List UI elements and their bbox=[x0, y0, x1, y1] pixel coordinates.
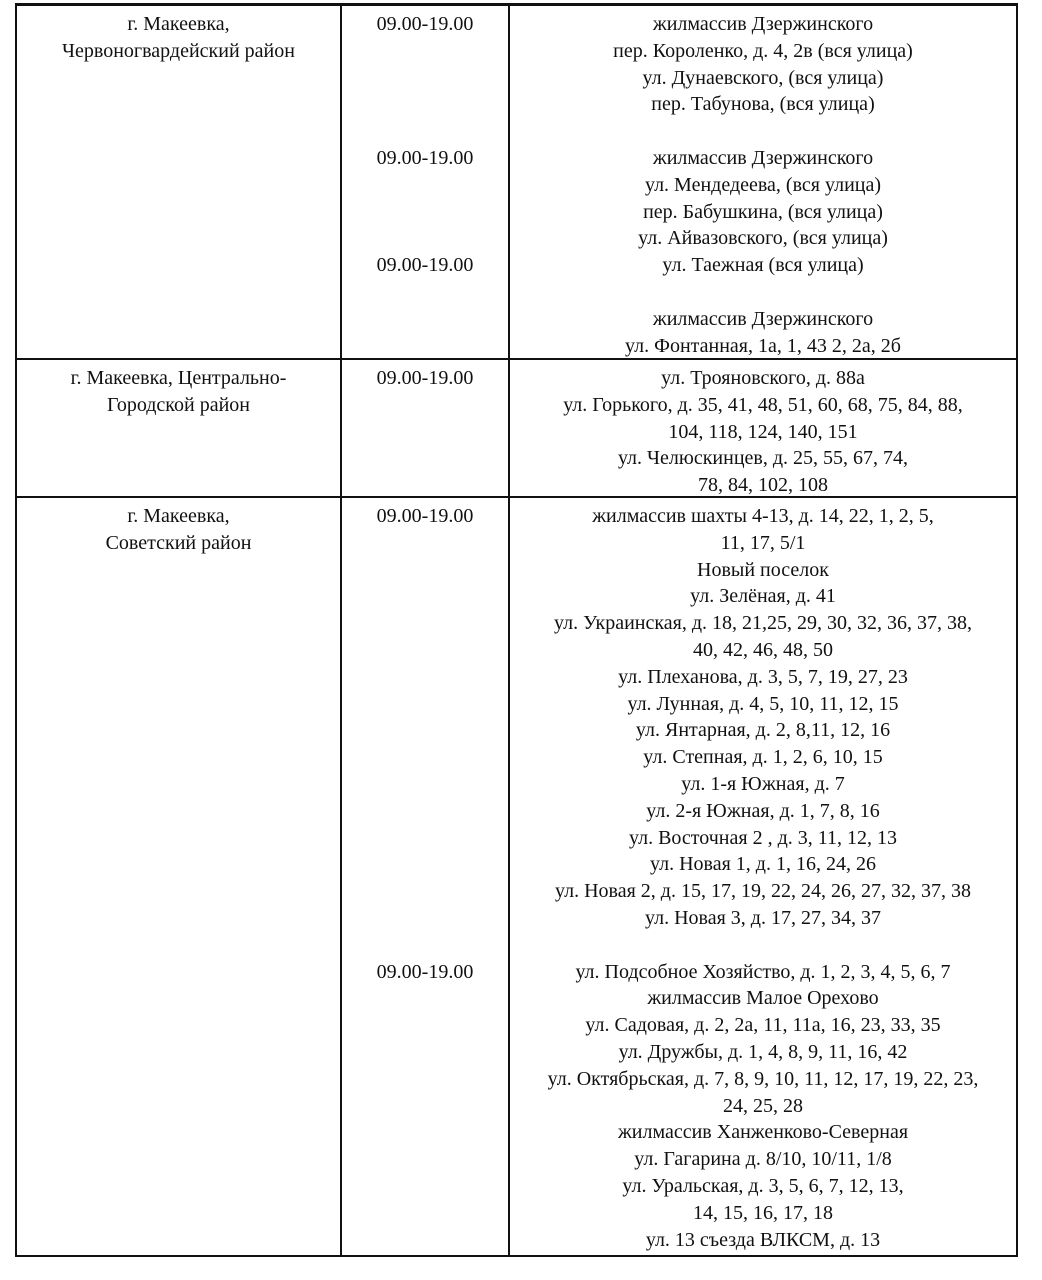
table-row: г. Макеевка, Червоногвардейский район 09.0… bbox=[17, 6, 1016, 360]
address-line bbox=[510, 932, 1016, 959]
address-line: 104, 118, 124, 140, 151 bbox=[668, 420, 858, 443]
time-range bbox=[342, 530, 508, 557]
address-line: ул. Дунаевского, (вся улица) bbox=[642, 66, 884, 89]
time-range bbox=[342, 610, 508, 637]
time-range bbox=[342, 798, 508, 825]
address-line: ул. Новая 3, д. 17, 27, 34, 37 bbox=[645, 906, 881, 929]
address-line: ул. Фонтанная, 1а, 1, 43 2, 2а, 2б bbox=[625, 334, 901, 357]
district-cell: г. Макеевка, Центрально- Городской район bbox=[17, 360, 342, 496]
address-line: жилмассив Дзержинского bbox=[652, 13, 874, 35]
district-name: г. Макеевка, bbox=[127, 13, 230, 35]
address-line: ул. Новая 1, д. 1, 16, 24, 26 bbox=[650, 853, 876, 876]
address-line: ул. Янтарная, д. 2, 8,11, 12, 16 bbox=[635, 719, 891, 742]
time-range bbox=[342, 825, 508, 852]
address-line: жилмассив шахты 4-13, д. 14, 22, 1, 2, 5… bbox=[592, 505, 934, 527]
address-line: ул. Уральская, д. 3, 5, 6, 7, 12, 13, bbox=[622, 1174, 904, 1197]
address-line: ул. Садовая, д. 2, 2а, 11, 11а, 16, 23, … bbox=[585, 1014, 941, 1037]
address-line: ул. 1-я Южная, д. 7 bbox=[681, 772, 845, 795]
address-line: ул. Челюскинцев, д. 25, 55, 67, 74, bbox=[617, 447, 909, 470]
address-line bbox=[510, 279, 1016, 306]
address-line: жилмассив Дзержинского bbox=[652, 307, 874, 330]
address-line: жилмассив Ханженково-Северная bbox=[617, 1121, 909, 1144]
addresses-cell: ул. Трояновского, д. 88а ул. Горького, д.… bbox=[510, 360, 1016, 496]
time-range bbox=[342, 878, 508, 905]
time-range: 09.00-19.00 bbox=[376, 960, 474, 983]
district-name: г. Макеевка, Центрально- bbox=[70, 367, 287, 389]
address-line: ул. Дружбы, д. 1, 4, 8, 9, 11, 16, 42 bbox=[618, 1040, 908, 1063]
address-line: ул. Трояновского, д. 88а bbox=[661, 367, 865, 389]
table-row: г. Макеевка, Центрально- Городской район 0… bbox=[17, 360, 1016, 498]
address-line: пер. Бабушкина, (вся улица) bbox=[643, 200, 883, 223]
addresses-cell: жилмассив Дзержинского пер. Короленко, д.… bbox=[510, 6, 1016, 358]
address-line: ул. Таежная (вся улица) bbox=[662, 254, 864, 277]
address-line: ул. Гагарина д. 8/10, 10/11, 1/8 bbox=[634, 1148, 892, 1171]
address-line: ул. Украинская, д. 18, 21,25, 29, 30, 32… bbox=[553, 612, 973, 635]
schedule-table: г. Макеевка, Червоногвардейский район 09.0… bbox=[15, 3, 1018, 1257]
time-range: 09.00-19.00 bbox=[376, 146, 474, 169]
district-cell: г. Макеевка, Советский район bbox=[17, 498, 342, 1255]
time-range bbox=[342, 38, 508, 65]
time-cell: 09.00-19.00 09.00-19.00 bbox=[342, 498, 510, 1255]
time-range: 09.00-19.00 bbox=[376, 505, 474, 527]
address-line: 78, 84, 102, 108 bbox=[698, 474, 828, 497]
address-line: ул. Октябрьская, д. 7, 8, 9, 10, 11, 12,… bbox=[547, 1067, 979, 1090]
address-line: жилмассив Малое Орехово bbox=[647, 987, 879, 1010]
address-line: ул. Подсобное Хозяйство, д. 1, 2, 3, 4, … bbox=[575, 960, 951, 983]
time-range bbox=[342, 851, 508, 878]
address-line: ул. 2-я Южная, д. 1, 7, 8, 16 bbox=[646, 799, 880, 822]
time-range bbox=[342, 637, 508, 664]
address-line: Новый поселок bbox=[697, 558, 829, 581]
district-name: Червоногвардейский район bbox=[62, 39, 295, 62]
time-range bbox=[342, 65, 508, 92]
address-line: пер. Табунова, (вся улица) bbox=[651, 93, 875, 116]
district-name: Городской район bbox=[107, 393, 250, 416]
time-range bbox=[342, 771, 508, 798]
time-range: 09.00-19.00 bbox=[376, 367, 474, 389]
time-range bbox=[342, 905, 508, 932]
address-line: ул. Горького, д. 35, 41, 48, 51, 60, 68,… bbox=[563, 393, 963, 416]
address-line: 11, 17, 5/1 bbox=[720, 531, 806, 554]
address-line: ул. Новая 2, д. 15, 17, 19, 22, 24, 26, … bbox=[555, 880, 971, 903]
time-range bbox=[342, 557, 508, 584]
time-range: 09.00-19.00 bbox=[376, 13, 474, 35]
district-name: г. Макеевка, bbox=[127, 505, 230, 527]
time-range bbox=[342, 225, 508, 252]
address-line: ул. Зелёная, д. 41 bbox=[690, 585, 836, 608]
address-line bbox=[510, 118, 1016, 145]
time-range bbox=[342, 717, 508, 744]
address-line: пер. Короленко, д. 4, 2в (вся улица) bbox=[613, 39, 913, 62]
time-range bbox=[342, 664, 508, 691]
address-line: ул. 13 съезда ВЛКСМ, д. 13 bbox=[645, 1228, 881, 1251]
address-line: 40, 42, 46, 48, 50 bbox=[693, 638, 833, 661]
address-line: ул. Лунная, д. 4, 5, 10, 11, 12, 15 bbox=[627, 692, 899, 715]
time-range bbox=[342, 199, 508, 226]
district-cell: г. Макеевка, Червоногвардейский район bbox=[17, 6, 342, 358]
district-name: Советский район bbox=[105, 531, 252, 554]
time-range bbox=[342, 744, 508, 771]
address-line: ул. Мендедеева, (вся улица) bbox=[644, 173, 882, 196]
table-row: г. Макеевка, Советский район 09.00-19.00 09… bbox=[17, 498, 1016, 1255]
address-line: жилмассив Дзержинского bbox=[652, 146, 874, 169]
time-range bbox=[342, 91, 508, 118]
time-range bbox=[342, 932, 508, 959]
time-range bbox=[342, 691, 508, 718]
addresses-cell: жилмассив шахты 4-13, д. 14, 22, 1, 2, 5… bbox=[510, 498, 1016, 1255]
time-range bbox=[342, 583, 508, 610]
time-cell: 09.00-19.00 09.00-19.00 09.00-19.00 bbox=[342, 6, 510, 358]
address-line: ул. Восточная 2 , д. 3, 11, 12, 13 bbox=[628, 826, 898, 849]
address-line: 14, 15, 16, 17, 18 bbox=[693, 1201, 833, 1224]
time-range bbox=[342, 118, 508, 145]
address-line: ул. Плеханова, д. 3, 5, 7, 19, 27, 23 bbox=[618, 665, 908, 688]
address-line: 24, 25, 28 bbox=[723, 1094, 803, 1117]
address-line: ул. Степная, д. 1, 2, 6, 10, 15 bbox=[643, 746, 883, 769]
time-range bbox=[342, 172, 508, 199]
time-range: 09.00-19.00 bbox=[376, 254, 474, 277]
address-line: ул. Айвазовского, (вся улица) bbox=[638, 227, 888, 250]
time-cell: 09.00-19.00 bbox=[342, 360, 510, 496]
